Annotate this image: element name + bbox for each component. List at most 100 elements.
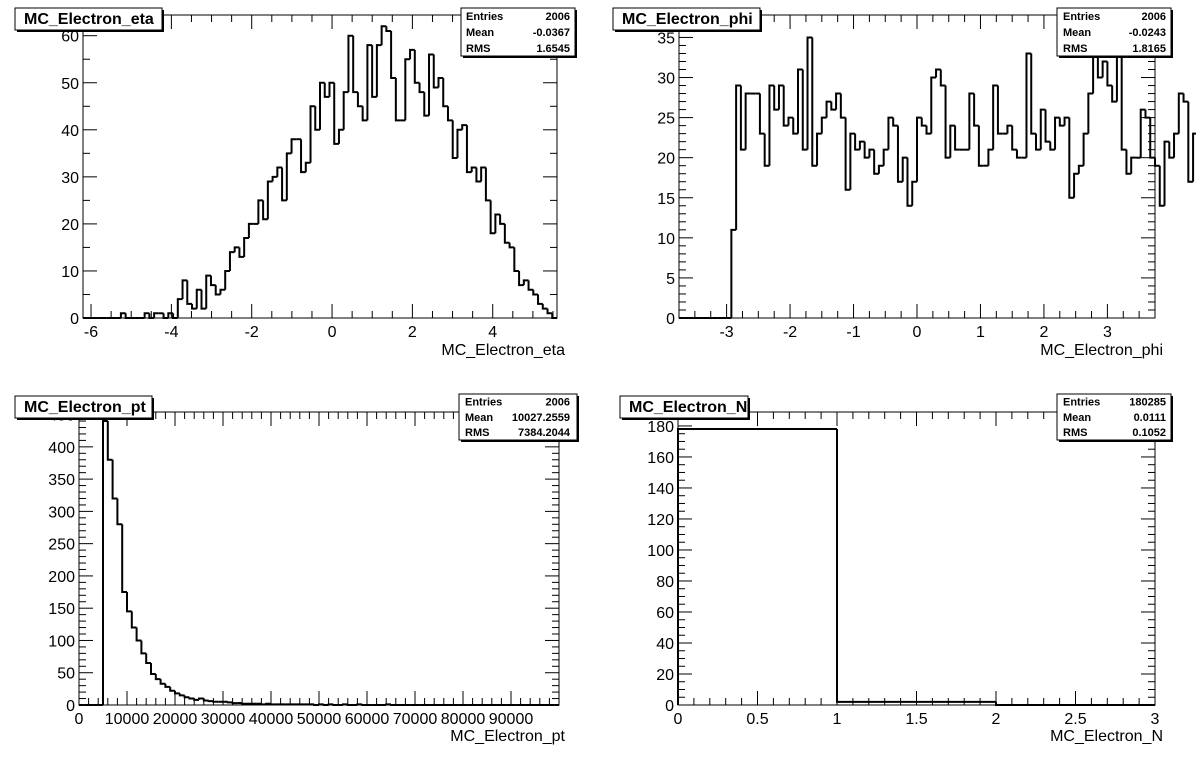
- histogram-bin: [1120, 53, 1127, 151]
- histogram-bin: [342, 703, 348, 706]
- histogram-bin: [385, 703, 391, 706]
- histogram-bin: [954, 125, 960, 151]
- histogram-bin: [944, 85, 951, 159]
- histogram-bin: [1149, 117, 1155, 159]
- histogram-bin: [451, 120, 458, 160]
- histogram-bin: [167, 312, 174, 318]
- histogram-bin: [233, 246, 240, 253]
- x-axis-label: MC_Electron_phi: [1040, 342, 1163, 359]
- x-tick-label: 30000: [201, 711, 246, 728]
- stats-label: RMS: [465, 427, 489, 439]
- x-tick-label: 2: [992, 711, 1001, 728]
- y-tick-label: 140: [647, 481, 674, 498]
- histogram-bin: [186, 280, 193, 305]
- histogram-bin: [730, 228, 737, 318]
- histogram-bin: [782, 85, 789, 127]
- histogram-bin: [1035, 133, 1041, 151]
- histogram-bin: [446, 106, 453, 122]
- x-tick-label: 90000: [489, 711, 534, 728]
- x-axis-label: MC_Electron_eta: [441, 342, 565, 359]
- histogram-bin: [314, 106, 320, 131]
- histogram-bin: [930, 76, 937, 134]
- histogram-bin: [328, 81, 335, 97]
- x-tick-label: 1.5: [905, 711, 927, 728]
- histogram-bin: [758, 93, 765, 135]
- histogram-bin: [226, 701, 233, 704]
- histogram-bin: [811, 37, 818, 167]
- histogram-bin: [361, 106, 368, 122]
- stats-label: Mean: [1063, 412, 1091, 424]
- stats-value: 1.6545: [536, 43, 570, 55]
- histogram-bin: [537, 294, 543, 305]
- histogram-bin: [920, 117, 927, 127]
- x-tick-label: -1: [846, 324, 860, 341]
- stats-value: 1.8165: [1132, 43, 1166, 55]
- y-tick-label: 0: [665, 698, 674, 715]
- histogram-bin: [371, 45, 377, 98]
- histogram-bin: [806, 36, 813, 150]
- histogram-bin: [432, 54, 439, 89]
- stats-value: -0.0243: [1129, 27, 1166, 39]
- histogram-bin: [1182, 93, 1189, 103]
- stats-value: 180285: [1129, 397, 1166, 409]
- y-tick-label: 180: [647, 419, 674, 436]
- y-tick-label: 40: [656, 636, 674, 653]
- histogram-bin: [1154, 157, 1160, 167]
- histogram-bin: [465, 125, 472, 174]
- histogram-bin: [228, 251, 235, 271]
- stats-label: Entries: [466, 11, 503, 23]
- stats-value: 0.0111: [1134, 412, 1166, 424]
- y-tick-label: 15: [657, 191, 675, 208]
- histogram-bin: [121, 524, 127, 594]
- stats-label: RMS: [1063, 43, 1087, 55]
- y-tick-label: 30: [657, 71, 675, 88]
- histogram-bin: [375, 44, 382, 97]
- histogram-bin: [342, 91, 349, 130]
- histogram-bin: [195, 288, 202, 309]
- histogram-bin: [135, 627, 142, 642]
- y-tick-label: 0: [70, 311, 79, 328]
- histogram-bin: [1054, 116, 1060, 150]
- histogram-bin: [1039, 108, 1046, 150]
- histogram-bin: [456, 128, 463, 159]
- histogram-bin: [503, 223, 510, 244]
- histogram-bin: [214, 285, 221, 296]
- histogram-bin: [739, 85, 746, 151]
- histogram-bin: [356, 92, 363, 108]
- histogram-bin: [763, 133, 770, 167]
- x-tick-label: -2: [245, 324, 259, 341]
- histogram-bin: [854, 133, 860, 151]
- stats-box: [1056, 7, 1172, 57]
- histogram-bins: [79, 420, 559, 706]
- stats-label: Entries: [1063, 397, 1100, 409]
- histogram-bin: [169, 686, 175, 692]
- plot-frame: [78, 411, 560, 706]
- histogram-bin: [300, 139, 306, 174]
- title-box: [14, 7, 163, 31]
- histogram-bin: [532, 289, 539, 296]
- x-tick-label: 80000: [441, 711, 486, 728]
- stats-box: [1056, 393, 1172, 441]
- x-tick-label: 0.5: [746, 711, 768, 728]
- stats-value: 2006: [546, 11, 570, 23]
- y-tick-label: 100: [647, 543, 674, 560]
- histogram-bin: [285, 152, 292, 201]
- histogram-bin: [313, 704, 319, 706]
- y-tick-label: 150: [48, 601, 75, 618]
- y-tick-label: 60: [61, 29, 79, 46]
- histogram-bin: [126, 592, 132, 613]
- histogram-bin: [1044, 109, 1051, 143]
- histogram-bin: [333, 82, 339, 145]
- histogram-bin: [116, 498, 123, 526]
- stats-value: 2006: [546, 397, 570, 409]
- histogram-bin: [475, 167, 482, 183]
- histogram-bin: [130, 611, 137, 629]
- histogram-bins: [679, 36, 1196, 319]
- histogram-bin: [332, 704, 339, 706]
- histogram-bin: [820, 116, 827, 134]
- histogram-bin: [271, 175, 278, 182]
- x-tick-label: 1: [976, 324, 985, 341]
- histogram-bin: [863, 141, 870, 159]
- histogram-bin: [207, 700, 214, 703]
- histogram-bin: [148, 313, 155, 319]
